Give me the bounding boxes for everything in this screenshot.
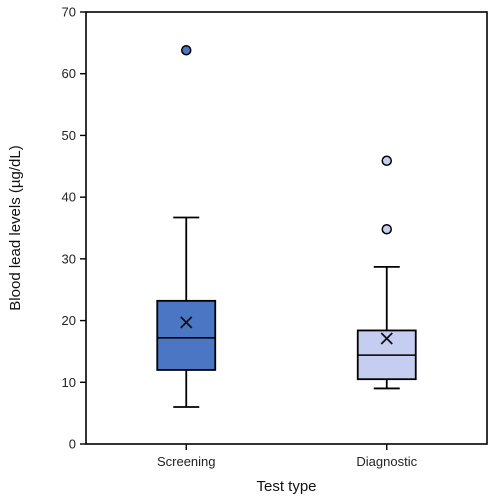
box-group-screening <box>156 45 217 408</box>
x-axis-title: Test type <box>256 478 316 495</box>
y-axis: 0 10 20 30 40 50 60 70 <box>62 5 86 452</box>
y-tick-label: 40 <box>62 190 76 205</box>
y-tick-label: 50 <box>62 128 76 143</box>
mean-marker <box>180 316 193 329</box>
outlier-point <box>381 155 392 166</box>
plot-frame <box>85 11 488 445</box>
y-tick-label: 60 <box>62 66 76 81</box>
y-axis-title: Blood lead levels (µg/dL) <box>7 145 24 310</box>
y-tick-label: 20 <box>62 313 76 328</box>
x-axis: Screening Diagnostic <box>157 444 418 469</box>
y-tick-label: 10 <box>62 375 76 390</box>
boxes-layer <box>156 45 417 408</box>
outlier-point <box>381 223 392 235</box>
box-group-diagnostic <box>356 155 417 390</box>
x-tick-label: Screening <box>157 454 216 469</box>
x-tick-label: Diagnostic <box>356 454 417 469</box>
outlier-point <box>181 45 192 56</box>
y-tick-label: 70 <box>62 5 76 20</box>
y-tick-label: 0 <box>69 437 76 452</box>
y-tick-label: 30 <box>62 251 76 266</box>
iqr-box <box>156 299 217 371</box>
mean-marker <box>380 332 393 345</box>
